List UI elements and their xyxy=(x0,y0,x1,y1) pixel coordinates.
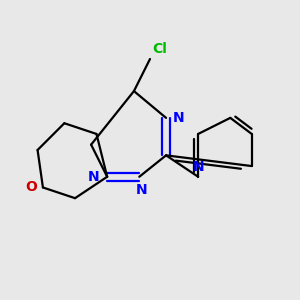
Text: N: N xyxy=(192,160,204,174)
Text: N: N xyxy=(136,184,148,197)
Text: N: N xyxy=(173,111,184,125)
Text: Cl: Cl xyxy=(153,42,168,56)
Text: N: N xyxy=(88,170,99,184)
Text: O: O xyxy=(26,181,38,194)
